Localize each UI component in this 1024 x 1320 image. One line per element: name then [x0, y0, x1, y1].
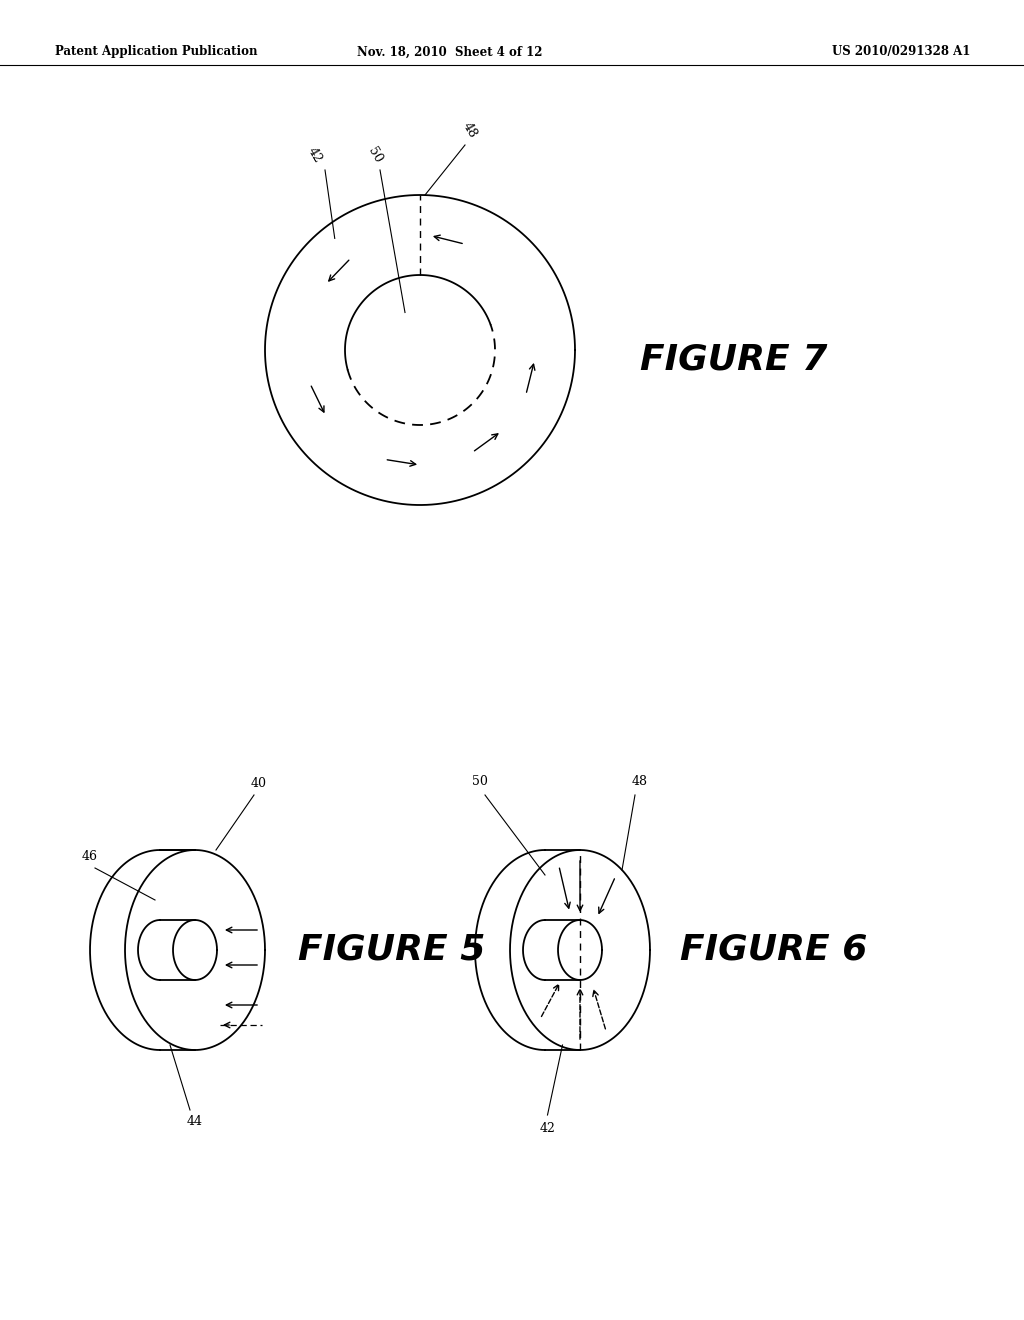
Text: Patent Application Publication: Patent Application Publication	[55, 45, 257, 58]
Text: 42: 42	[540, 1122, 555, 1135]
Text: 50: 50	[366, 145, 385, 165]
Text: FIGURE 5: FIGURE 5	[298, 933, 485, 968]
Text: 44: 44	[187, 1115, 203, 1129]
Text: 40: 40	[251, 777, 267, 789]
Text: Nov. 18, 2010  Sheet 4 of 12: Nov. 18, 2010 Sheet 4 of 12	[357, 45, 543, 58]
Text: 48: 48	[632, 775, 648, 788]
Text: US 2010/0291328 A1: US 2010/0291328 A1	[831, 45, 970, 58]
Text: 50: 50	[472, 775, 488, 788]
Text: FIGURE 7: FIGURE 7	[640, 343, 827, 378]
Text: 48: 48	[461, 120, 479, 140]
Text: FIGURE 6: FIGURE 6	[680, 933, 867, 968]
Text: 46: 46	[82, 850, 98, 863]
Text: 42: 42	[305, 145, 325, 165]
